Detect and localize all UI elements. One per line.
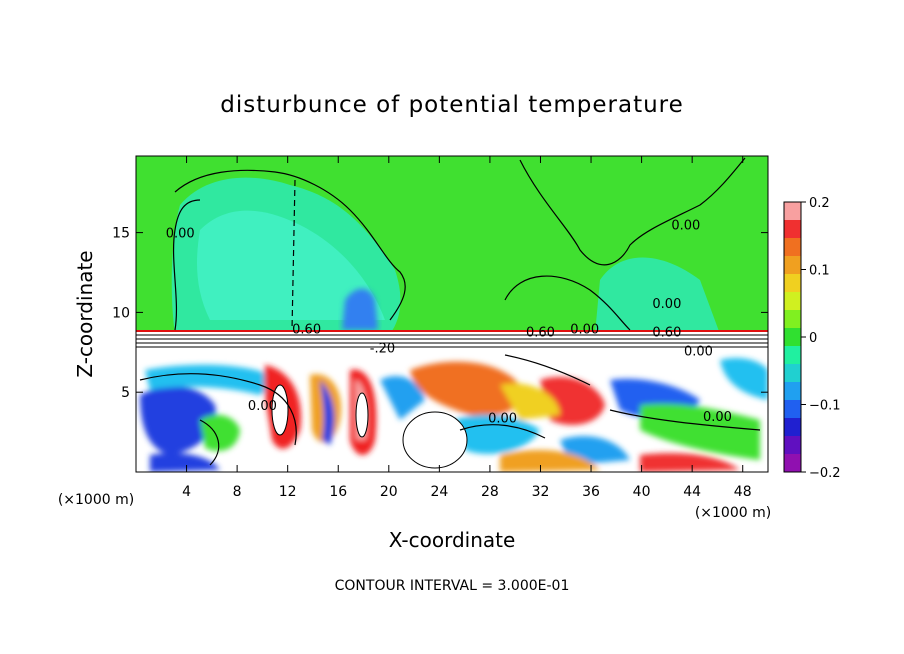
colorbar-swatch <box>784 328 801 347</box>
y-tick-label: 5 <box>121 385 130 401</box>
plot-area <box>136 156 768 472</box>
x-unit-right: (×1000 m) <box>695 505 771 521</box>
colorbar-swatch <box>784 274 801 293</box>
colorbar-swatch <box>784 202 801 221</box>
colorbar-swatch <box>784 400 801 419</box>
colorbar-swatch <box>784 454 801 473</box>
contour-label: 0.00 <box>671 219 700 234</box>
contour-label: 0.00 <box>166 227 195 242</box>
colorbar-tick-label: −0.1 <box>809 399 841 414</box>
boundary-band <box>136 330 768 354</box>
x-axis-label: X-coordinate <box>389 528 516 552</box>
contour-label: 0.00 <box>703 410 732 425</box>
contour-label: -.20 <box>370 342 395 357</box>
colorbar-swatch <box>784 418 801 437</box>
x-axis: 4 8 12 16 20 24 28 32 36 40 44 48 <box>182 156 752 500</box>
x-tick-label: 32 <box>532 484 550 500</box>
colorbar-tick-label: 0.2 <box>809 196 830 211</box>
x-tick-label: 48 <box>734 484 752 500</box>
z-unit-left: (×1000 m) <box>58 492 134 508</box>
contour-lines <box>139 157 761 466</box>
x-tick-label: 24 <box>430 484 448 500</box>
colorbar-swatch <box>784 292 801 311</box>
x-tick-label: 28 <box>481 484 499 500</box>
colorbar-swatch <box>784 220 801 239</box>
colorbar: 0.2 0.1 0 −0.1 −0.2 <box>783 196 841 481</box>
boundary-lines <box>136 334 768 348</box>
contour-label: 0.00 <box>488 412 517 427</box>
y-tick-label: 15 <box>112 226 130 242</box>
x-tick-label: 4 <box>182 484 191 500</box>
x-tick-label: 8 <box>233 484 242 500</box>
colorbar-tick-label: 0 <box>809 331 817 346</box>
contour-interval-note: CONTOUR INTERVAL = 3.000E-01 <box>335 578 570 594</box>
x-tick-label: 16 <box>329 484 347 500</box>
lower-blobs <box>140 358 768 472</box>
contour-label: 0.00 <box>652 297 681 312</box>
colorbar-swatch <box>784 310 801 329</box>
y-axis-label: Z-coordinate <box>73 250 97 377</box>
contour-label-layer: 0.000.60 0.60 0.00 0.600.000.00-.200.00 0.00… <box>166 219 732 427</box>
x-tick-label: 20 <box>380 484 398 500</box>
contour-label: 0.60 <box>526 326 555 341</box>
contour-label: 0.60 <box>292 322 321 337</box>
colorbar-swatch <box>784 382 801 401</box>
y-axis: 5 10 15 <box>112 226 768 401</box>
contour-label: 0.00 <box>570 322 599 337</box>
colorbar-swatch <box>784 346 801 365</box>
contour-label: 0.60 <box>652 326 681 341</box>
x-tick-label: 40 <box>633 484 651 500</box>
colorbar-tick-label: 0.1 <box>809 264 830 279</box>
chart-title: disturbunce of potential temperature <box>220 92 684 118</box>
x-tick-label: 12 <box>279 484 297 500</box>
colorbar-tick-label: −0.2 <box>809 466 841 481</box>
plot-frame <box>135 155 769 473</box>
colorbar-swatch <box>784 238 801 257</box>
cyan-region-2 <box>197 210 385 320</box>
blue-core <box>342 288 378 330</box>
colorbar-swatch <box>784 256 801 275</box>
colorbar-swatch <box>784 364 801 383</box>
x-tick-label: 36 <box>582 484 600 500</box>
lower-white-cores <box>271 384 468 469</box>
x-tick-label: 44 <box>683 484 701 500</box>
right-cyan <box>595 257 720 334</box>
contour-label: 0.00 <box>248 399 277 414</box>
contour-label: 0.00 <box>684 345 713 360</box>
y-tick-label: 10 <box>112 305 130 321</box>
colorbar-swatch <box>784 436 801 455</box>
